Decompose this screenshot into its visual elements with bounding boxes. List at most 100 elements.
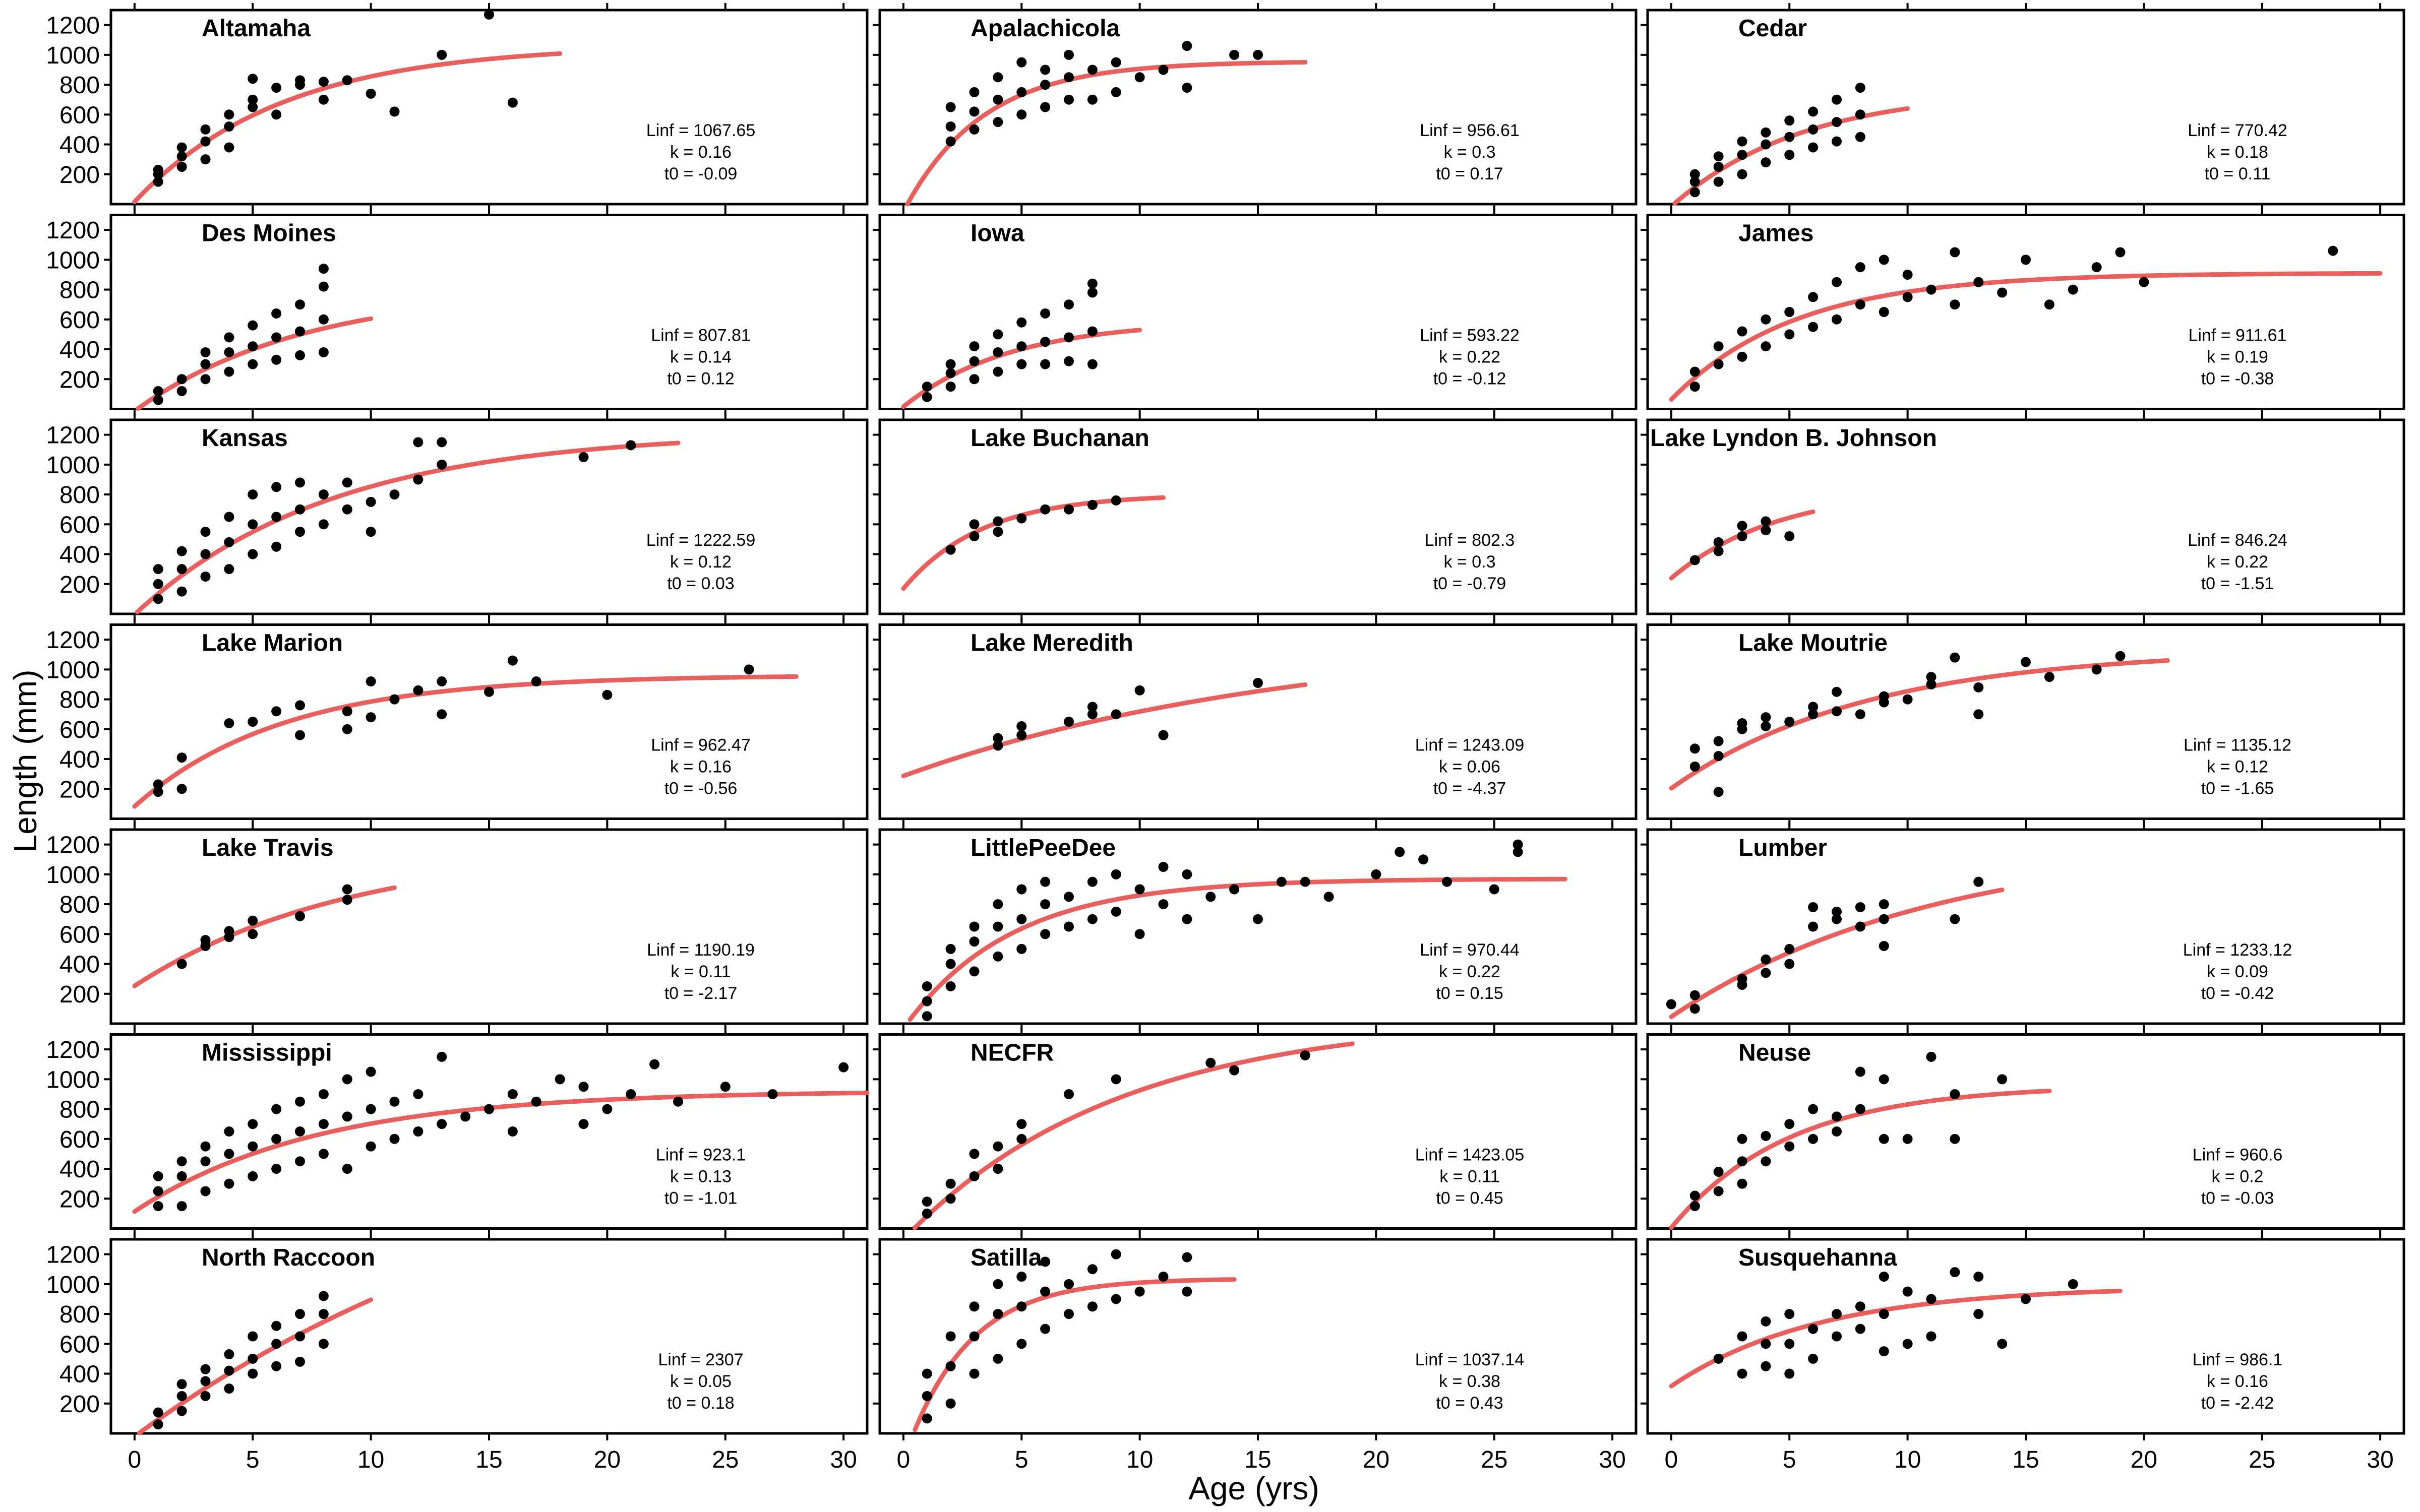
panel: Iowa Linf = 593.22 k = 0.22 t0 = -0.12 xyxy=(873,208,1638,416)
data-point xyxy=(224,1149,234,1159)
panel-frame xyxy=(109,828,869,1025)
data-point xyxy=(295,1156,305,1167)
data-point xyxy=(1737,1178,1747,1189)
data-point xyxy=(1713,787,1724,797)
data-point xyxy=(993,1309,1003,1319)
data-point xyxy=(248,717,258,727)
panel: Apalachicola Linf = 956.61 k = 0.3 t0 = 0.1… xyxy=(873,3,1638,211)
data-point xyxy=(248,1368,258,1379)
data-point xyxy=(1064,921,1074,932)
data-point xyxy=(993,1279,1003,1289)
data-point xyxy=(200,136,211,147)
x-tick-label: 15 xyxy=(2012,1446,2039,1473)
data-point xyxy=(1040,504,1051,515)
data-point xyxy=(1784,1309,1795,1319)
y-tick-label: 1000 xyxy=(46,657,100,683)
data-point xyxy=(1855,1066,1865,1077)
data-point xyxy=(1832,914,1842,924)
data-point xyxy=(1784,132,1795,142)
data-point xyxy=(555,1074,565,1085)
fit-annotation: Linf = 960.6 xyxy=(2193,1146,2283,1165)
data-point xyxy=(437,676,447,687)
data-point xyxy=(318,1339,329,1349)
data-point xyxy=(1064,299,1074,310)
fit-annotation: t0 = -1.01 xyxy=(664,1189,738,1208)
data-point xyxy=(1064,49,1074,60)
data-point xyxy=(271,1361,282,1371)
data-point xyxy=(176,1379,187,1390)
data-point xyxy=(969,106,980,117)
y-tick-label: 400 xyxy=(59,1361,100,1388)
data-point xyxy=(176,564,187,575)
data-point xyxy=(1158,65,1169,75)
data-point xyxy=(318,264,329,274)
data-point xyxy=(176,1201,187,1212)
fit-annotation: t0 = 0.45 xyxy=(1436,1189,1503,1208)
data-point xyxy=(993,117,1003,128)
x-tick-label: 0 xyxy=(1665,1446,1678,1473)
data-point xyxy=(1761,341,1771,352)
data-point xyxy=(248,519,258,530)
data-point xyxy=(1064,332,1074,343)
fit-annotation: Linf = 1233.12 xyxy=(2183,940,2292,960)
data-point xyxy=(248,1171,258,1181)
panel-title: Iowa xyxy=(971,220,1024,247)
panel: 200 400 600 800 1000 1200 Kansas Linf = 1222.59… xyxy=(46,413,869,621)
data-point xyxy=(1040,337,1051,347)
panel: Lake Lyndon B. Johnson Linf = 846.24 k = 0… xyxy=(1641,413,2405,621)
data-point xyxy=(318,77,329,87)
data-point xyxy=(176,586,187,597)
data-point xyxy=(366,527,376,537)
data-point xyxy=(1950,1133,1960,1144)
fit-annotation: t0 = -0.12 xyxy=(1433,369,1506,389)
data-point xyxy=(224,142,234,153)
data-point xyxy=(1855,262,1865,273)
data-point xyxy=(248,74,258,84)
panel-title: North Raccoon xyxy=(202,1244,375,1271)
data-point xyxy=(1111,1074,1121,1085)
data-point xyxy=(1064,504,1074,515)
data-point xyxy=(2115,247,2126,258)
x-tick-label: 25 xyxy=(1481,1446,1507,1473)
data-point xyxy=(1808,142,1819,153)
data-point xyxy=(1016,943,1027,954)
data-point xyxy=(295,527,305,537)
fit-curve xyxy=(901,682,1308,779)
data-point xyxy=(1134,884,1145,895)
data-point xyxy=(1689,555,1700,565)
data-point xyxy=(1808,322,1819,332)
data-point xyxy=(224,718,234,728)
panel-title: James xyxy=(1738,220,1813,247)
data-point xyxy=(153,1419,163,1430)
data-point xyxy=(271,1104,282,1114)
panel-title: Cedar xyxy=(1738,15,1807,42)
data-point xyxy=(1016,914,1027,924)
data-point xyxy=(1040,359,1051,369)
data-point xyxy=(1111,869,1121,879)
data-point xyxy=(1808,1324,1819,1334)
data-point xyxy=(1737,1368,1747,1379)
data-point xyxy=(969,936,980,947)
fit-annotation: Linf = 1067.65 xyxy=(646,121,755,140)
data-point xyxy=(1182,869,1192,879)
y-tick-label: 200 xyxy=(59,572,100,598)
data-point xyxy=(176,151,187,162)
data-point xyxy=(969,374,980,385)
fit-curve xyxy=(905,60,1308,207)
data-point xyxy=(1713,151,1724,162)
data-point xyxy=(1950,1089,1960,1099)
panel-frame xyxy=(109,623,869,820)
y-tick-label: 1200 xyxy=(46,1037,100,1063)
x-axis-label: Age (yrs) xyxy=(1188,1470,1319,1506)
data-point xyxy=(1016,1339,1027,1349)
data-point xyxy=(248,915,258,926)
data-point xyxy=(1713,1353,1724,1364)
y-tick-label: 1200 xyxy=(46,13,100,39)
data-point xyxy=(1134,929,1145,939)
data-point xyxy=(1737,1133,1747,1144)
data-point xyxy=(1442,876,1452,887)
data-point xyxy=(1761,1316,1771,1327)
data-point xyxy=(389,106,400,117)
data-point xyxy=(271,541,282,552)
data-point xyxy=(1040,1324,1051,1334)
